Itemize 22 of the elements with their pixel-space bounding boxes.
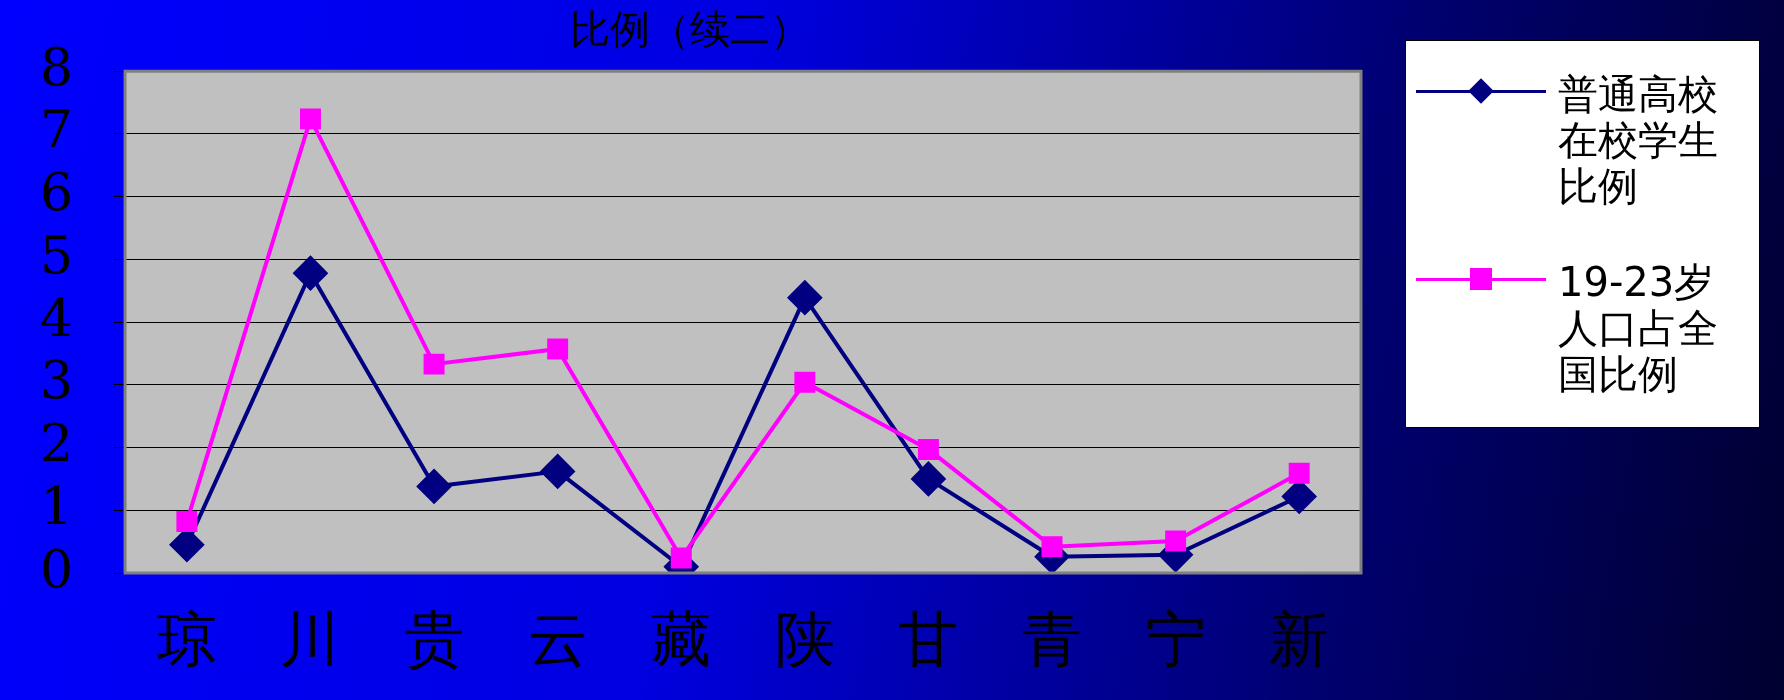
x-tick-label: 川 — [280, 603, 341, 674]
y-tick-label: 8 — [39, 36, 74, 97]
chart-title: 比例（续二） — [570, 6, 810, 52]
x-tick-label: 甘 — [898, 603, 959, 674]
y-tick-label: 3 — [39, 350, 74, 411]
y-tick-label: 0 — [39, 538, 74, 599]
x-tick-label: 琼 — [156, 603, 217, 674]
y-tick-label: 2 — [39, 413, 74, 474]
y-tick-label: 4 — [39, 287, 74, 348]
x-tick-label: 陕 — [774, 603, 835, 674]
x-tick-label: 贵 — [404, 603, 465, 674]
y-tick-label: 1 — [39, 475, 74, 536]
y-tick-label: 7 — [39, 99, 74, 160]
legend-label: 19-23岁人口占全国比例 — [1558, 259, 1719, 397]
x-tick-label: 新 — [1269, 603, 1330, 674]
x-tick-label: 宁 — [1145, 603, 1206, 674]
y-tick-label: 6 — [39, 162, 74, 223]
x-tick-label: 青 — [1022, 603, 1083, 674]
x-tick-label: 云 — [527, 603, 588, 674]
x-tick-label: 藏 — [651, 603, 712, 674]
legend-label: 普通高校在校学生比例 — [1558, 71, 1719, 209]
y-tick-label: 5 — [39, 224, 74, 285]
